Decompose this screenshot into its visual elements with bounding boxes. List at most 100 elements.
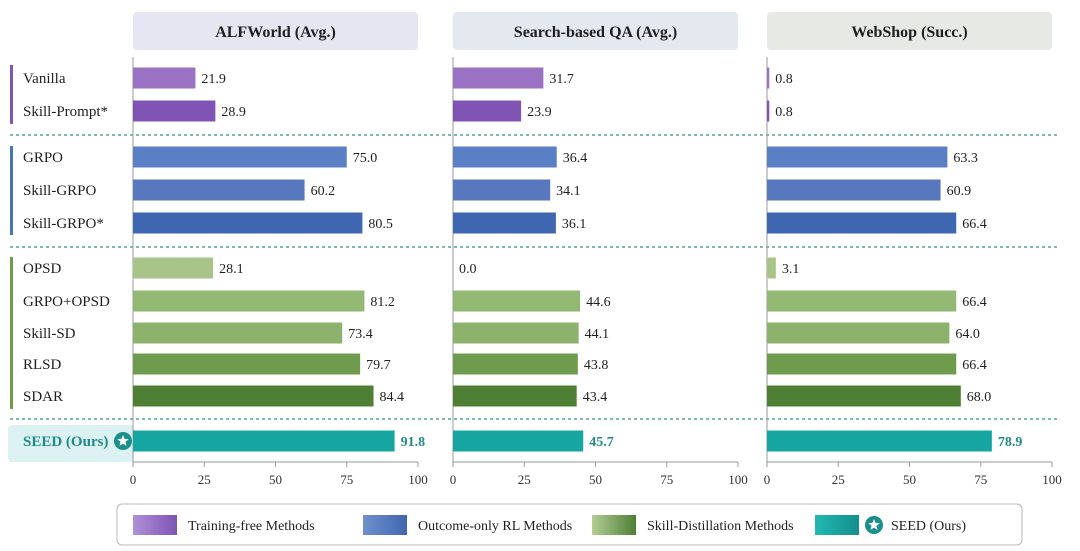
bar-alfworld-avg-rlsd: [133, 353, 361, 375]
value-label-alfworld-avg-grpo: 75.0: [353, 151, 378, 166]
legend-box: [116, 503, 1023, 546]
x-tick-label: 25: [198, 472, 211, 487]
bar-search-based-qa-avg-skill-grpo: [453, 212, 556, 234]
bar-webshop-succ-sdar: [767, 385, 961, 407]
bar-search-based-qa-avg-skill-grpo: [453, 179, 551, 201]
bar-webshop-succ-skill-prompt: [767, 100, 770, 122]
bar-alfworld-avg-skill-prompt: [133, 100, 216, 122]
ours-row-highlight: [8, 425, 134, 462]
bar-webshop-succ-vanilla: [767, 67, 770, 89]
panel-title-box-search-based-qa-avg: [453, 12, 738, 50]
value-label-webshop-succ-seed-ours: 78.9: [998, 435, 1023, 450]
value-label-webshop-succ-grpo: 63.3: [953, 151, 978, 166]
bar-alfworld-avg-vanilla: [133, 67, 196, 89]
x-tick-label: 75: [340, 472, 353, 487]
value-label-webshop-succ-rlsd: 66.4: [962, 358, 987, 373]
bar-search-based-qa-avg-sdar: [453, 385, 577, 407]
legend-label-seed-ours: SEED (Ours): [891, 519, 966, 534]
value-label-search-based-qa-avg-rlsd: 43.8: [584, 358, 609, 373]
bar-alfworld-avg-sdar: [133, 385, 374, 407]
bar-alfworld-avg-grpo-opsd: [133, 290, 365, 312]
value-label-search-based-qa-avg-skill-grpo: 34.1: [556, 184, 581, 199]
bar-alfworld-avg-grpo: [133, 146, 347, 168]
value-label-webshop-succ-grpo-opsd: 66.4: [962, 295, 987, 310]
bar-alfworld-avg-skill-grpo: [133, 179, 305, 201]
bar-search-based-qa-avg-grpo: [453, 146, 557, 168]
bar-alfworld-avg-skill-grpo: [133, 212, 363, 234]
method-label-skill-grpo: Skill-GRPO: [23, 183, 97, 199]
star-icon: [865, 516, 883, 534]
value-label-alfworld-avg-skill-sd: 73.4: [348, 327, 373, 342]
bar-webshop-succ-skill-grpo: [767, 212, 957, 234]
bar-webshop-succ-seed-ours: [767, 430, 992, 452]
bar-search-based-qa-avg-seed-ours: [453, 430, 584, 452]
bar-alfworld-avg-skill-sd: [133, 322, 343, 344]
bar-search-based-qa-avg-rlsd: [453, 353, 578, 375]
value-label-webshop-succ-skill-grpo: 66.4: [962, 217, 987, 232]
value-label-search-based-qa-avg-grpo: 36.4: [563, 151, 588, 166]
value-label-search-based-qa-avg-skill-grpo: 36.1: [562, 217, 587, 232]
legend-label-training-free-methods: Training-free Methods: [188, 519, 315, 534]
method-label-skill-prompt: Skill-Prompt*: [23, 104, 108, 120]
bar-search-based-qa-avg-skill-sd: [453, 322, 579, 344]
value-label-search-based-qa-avg-skill-sd: 44.1: [585, 327, 610, 342]
method-label-seed-ours: SEED (Ours): [23, 434, 108, 450]
x-tick-label: 100: [1042, 472, 1062, 487]
panel-title-box-webshop-succ: [767, 12, 1052, 50]
bar-webshop-succ-opsd: [767, 257, 776, 279]
method-label-opsd: OPSD: [23, 261, 62, 277]
value-label-webshop-succ-opsd: 3.1: [782, 262, 800, 277]
bar-webshop-succ-skill-sd: [767, 322, 950, 344]
bar-webshop-succ-grpo-opsd: [767, 290, 957, 312]
value-label-alfworld-avg-grpo-opsd: 81.2: [370, 295, 395, 310]
value-label-webshop-succ-sdar: 68.0: [967, 390, 992, 405]
value-label-alfworld-avg-opsd: 28.1: [219, 262, 244, 277]
legend-label-skill-distillation-methods: Skill-Distillation Methods: [647, 519, 794, 534]
x-tick-label: 0: [764, 472, 771, 487]
method-label-vanilla: Vanilla: [23, 71, 66, 87]
value-label-webshop-succ-vanilla: 0.8: [775, 72, 793, 87]
value-label-alfworld-avg-skill-grpo: 80.5: [368, 217, 393, 232]
x-tick-label: 100: [728, 472, 748, 487]
legend-label-outcome-only-rl-methods: Outcome-only RL Methods: [418, 519, 572, 534]
value-label-search-based-qa-avg-opsd: 0.0: [459, 262, 477, 277]
x-tick-label: 25: [832, 472, 845, 487]
value-label-alfworld-avg-vanilla: 21.9: [201, 72, 226, 87]
legend-swatch-outcome-only-rl-methods: [363, 515, 407, 535]
x-tick-label: 75: [974, 472, 987, 487]
x-tick-label: 100: [408, 472, 428, 487]
x-tick-label: 50: [589, 472, 602, 487]
value-label-search-based-qa-avg-vanilla: 31.7: [549, 72, 574, 87]
bar-webshop-succ-grpo: [767, 146, 948, 168]
group-indicator-2: [10, 146, 13, 235]
value-label-alfworld-avg-seed-ours: 91.8: [401, 435, 426, 450]
x-tick-label: 25: [518, 472, 531, 487]
panel-title-alfworld-avg: ALFWorld (Avg.): [215, 24, 336, 41]
value-label-webshop-succ-skill-sd: 64.0: [955, 327, 980, 342]
group-indicator-1: [10, 65, 13, 124]
value-label-search-based-qa-avg-skill-prompt: 23.9: [527, 105, 552, 120]
method-label-skill-grpo: Skill-GRPO*: [23, 216, 104, 232]
value-label-search-based-qa-avg-grpo-opsd: 44.6: [586, 295, 611, 310]
panel-title-box-alfworld-avg: [133, 12, 418, 50]
method-label-skill-sd: Skill-SD: [23, 326, 76, 342]
x-tick-label: 0: [450, 472, 457, 487]
legend-swatch-skill-distillation-methods: [592, 515, 636, 535]
group-indicator-3: [10, 257, 13, 409]
x-tick-label: 75: [660, 472, 673, 487]
value-label-alfworld-avg-skill-grpo: 60.2: [311, 184, 336, 199]
method-label-sdar: SDAR: [23, 389, 63, 405]
bar-search-based-qa-avg-grpo-opsd: [453, 290, 581, 312]
bar-search-based-qa-avg-vanilla: [453, 67, 544, 89]
legend-swatch-seed-ours: [815, 515, 859, 535]
bar-search-based-qa-avg-skill-prompt: [453, 100, 522, 122]
star-icon: [114, 432, 132, 450]
value-label-search-based-qa-avg-seed-ours: 45.7: [589, 435, 614, 450]
value-label-webshop-succ-skill-grpo: 60.9: [947, 184, 972, 199]
value-label-webshop-succ-skill-prompt: 0.8: [775, 105, 793, 120]
x-tick-label: 50: [903, 472, 916, 487]
legend-swatch-training-free-methods: [133, 515, 177, 535]
bar-webshop-succ-rlsd: [767, 353, 957, 375]
x-tick-label: 50: [269, 472, 282, 487]
